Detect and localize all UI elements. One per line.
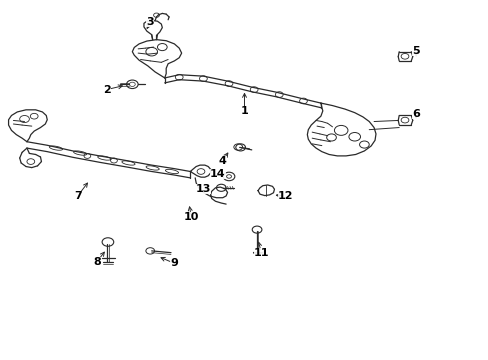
Text: 6: 6 — [411, 109, 419, 120]
Text: 10: 10 — [183, 212, 199, 222]
Text: 4: 4 — [218, 156, 226, 166]
Text: 7: 7 — [74, 191, 81, 201]
Text: 11: 11 — [253, 248, 268, 258]
Text: 2: 2 — [102, 85, 110, 95]
Text: 3: 3 — [146, 17, 154, 27]
Text: 8: 8 — [93, 257, 101, 266]
Text: 14: 14 — [210, 168, 225, 179]
Text: 9: 9 — [170, 258, 178, 268]
Text: 5: 5 — [411, 46, 419, 56]
Text: 12: 12 — [277, 191, 293, 201]
Text: 1: 1 — [240, 106, 248, 116]
Text: 13: 13 — [195, 184, 211, 194]
